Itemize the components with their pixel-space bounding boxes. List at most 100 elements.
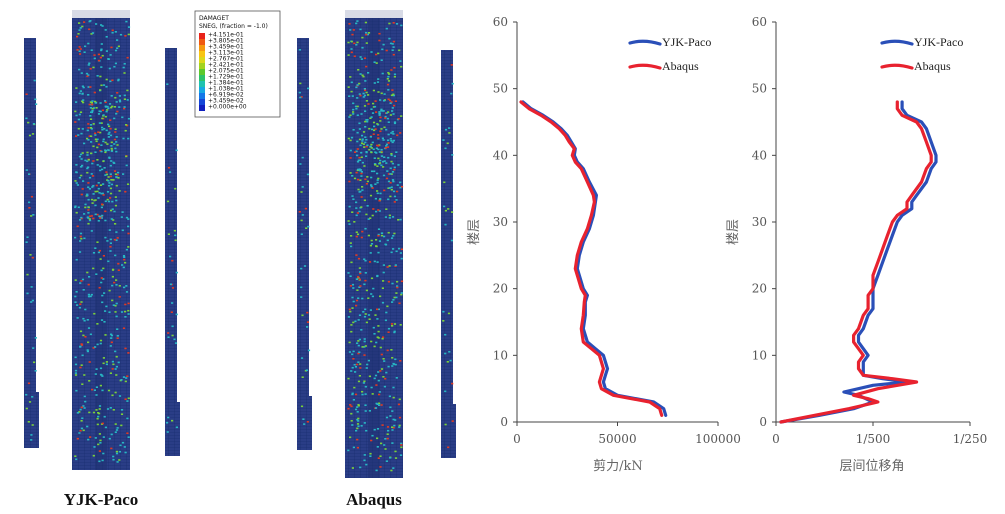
damage-mark bbox=[76, 225, 79, 228]
damage-mark bbox=[362, 143, 365, 145]
damage-mark bbox=[389, 167, 392, 170]
damage-mark bbox=[125, 216, 129, 219]
damage-mark bbox=[376, 428, 380, 430]
damage-mark bbox=[358, 351, 361, 353]
damage-mark bbox=[363, 338, 366, 340]
damage-mark bbox=[26, 292, 29, 295]
damage-mark bbox=[115, 176, 118, 178]
damage-mark bbox=[370, 170, 374, 173]
damage-mark bbox=[393, 201, 396, 203]
damage-mark bbox=[116, 173, 119, 176]
damage-mark bbox=[171, 419, 174, 422]
yjk-paco-model bbox=[24, 10, 180, 470]
damage-mark bbox=[388, 217, 391, 219]
damage-mark bbox=[389, 114, 392, 116]
damage-mark bbox=[90, 135, 93, 137]
colorbar-value: +6.919e-02 bbox=[208, 92, 244, 99]
damage-mark bbox=[385, 112, 388, 114]
damage-mark bbox=[114, 173, 117, 175]
damage-mark bbox=[305, 369, 308, 371]
damage-mark bbox=[370, 277, 374, 280]
damage-mark bbox=[115, 315, 118, 318]
damage-mark bbox=[87, 293, 90, 296]
damage-mark bbox=[91, 103, 94, 106]
damage-mark bbox=[444, 352, 447, 355]
damage-mark bbox=[386, 433, 389, 435]
damage-mark bbox=[79, 303, 82, 305]
damage-mark bbox=[372, 287, 375, 290]
damage-mark bbox=[109, 345, 112, 347]
damage-mark bbox=[384, 216, 387, 218]
damage-mark bbox=[109, 197, 112, 199]
damage-mark bbox=[378, 391, 381, 393]
side-wall-left-base bbox=[24, 392, 39, 448]
damage-mark bbox=[107, 58, 110, 60]
damage-mark bbox=[351, 195, 354, 197]
damage-mark bbox=[80, 72, 83, 74]
damage-mark bbox=[110, 95, 113, 97]
legend-swatch bbox=[628, 63, 662, 70]
damage-mark bbox=[93, 312, 96, 315]
damage-mark bbox=[357, 344, 360, 347]
damage-mark bbox=[448, 132, 451, 134]
damage-mark bbox=[370, 386, 373, 389]
damage-mark bbox=[94, 213, 97, 216]
damage-mark bbox=[357, 425, 360, 427]
damage-mark bbox=[365, 138, 368, 141]
damage-mark bbox=[377, 233, 380, 236]
damage-mark bbox=[109, 242, 112, 244]
damage-mark bbox=[379, 159, 382, 162]
damage-mark bbox=[392, 418, 395, 421]
damage-mark bbox=[123, 106, 126, 108]
damage-mark bbox=[106, 109, 109, 111]
damage-mark bbox=[116, 92, 119, 94]
side-wall-left-base bbox=[297, 396, 312, 450]
damage-mark bbox=[392, 396, 395, 399]
damage-mark bbox=[110, 46, 113, 49]
damage-mark bbox=[82, 429, 85, 432]
damage-mark bbox=[301, 376, 304, 378]
damage-mark bbox=[391, 442, 394, 444]
damage-mark bbox=[110, 106, 113, 109]
damage-mark bbox=[369, 136, 372, 138]
damage-mark bbox=[387, 98, 390, 101]
damage-mark bbox=[79, 90, 82, 92]
damage-mark bbox=[391, 325, 394, 327]
damage-mark bbox=[390, 173, 393, 175]
damage-mark bbox=[121, 116, 124, 119]
damage-mark bbox=[394, 363, 397, 366]
damage-mark bbox=[31, 256, 34, 259]
damage-mark bbox=[397, 219, 400, 221]
damage-mark bbox=[448, 127, 451, 129]
damage-mark bbox=[385, 27, 388, 30]
damage-mark bbox=[109, 192, 113, 195]
damage-mark bbox=[90, 152, 93, 155]
damage-mark bbox=[117, 269, 120, 271]
damage-mark bbox=[99, 75, 102, 78]
damage-mark bbox=[443, 205, 446, 208]
damage-mark bbox=[110, 333, 113, 336]
damage-mark bbox=[356, 446, 359, 449]
colorbar-swatch bbox=[199, 99, 205, 105]
damage-mark bbox=[392, 46, 395, 48]
damage-mark bbox=[398, 416, 402, 419]
damage-mark bbox=[391, 179, 395, 181]
damage-mark bbox=[365, 100, 368, 102]
damage-mark bbox=[102, 140, 105, 143]
damage-mark bbox=[358, 122, 361, 125]
caption-abaqus: Abaqus bbox=[346, 490, 402, 509]
x-axis-label: 层间位移角 bbox=[839, 459, 904, 474]
damage-mark bbox=[395, 23, 399, 25]
damage-mark bbox=[376, 403, 379, 405]
damage-mark bbox=[114, 49, 118, 52]
damage-mark bbox=[112, 161, 115, 164]
damage-mark bbox=[100, 66, 103, 68]
damage-mark bbox=[114, 31, 117, 33]
damage-mark bbox=[114, 368, 117, 370]
damage-mark bbox=[399, 181, 402, 184]
damage-mark bbox=[361, 186, 364, 188]
damage-mark bbox=[95, 409, 98, 411]
damage-mark bbox=[365, 42, 368, 44]
y-axis-label: 楼层 bbox=[467, 219, 482, 245]
damage-mark bbox=[116, 461, 119, 463]
